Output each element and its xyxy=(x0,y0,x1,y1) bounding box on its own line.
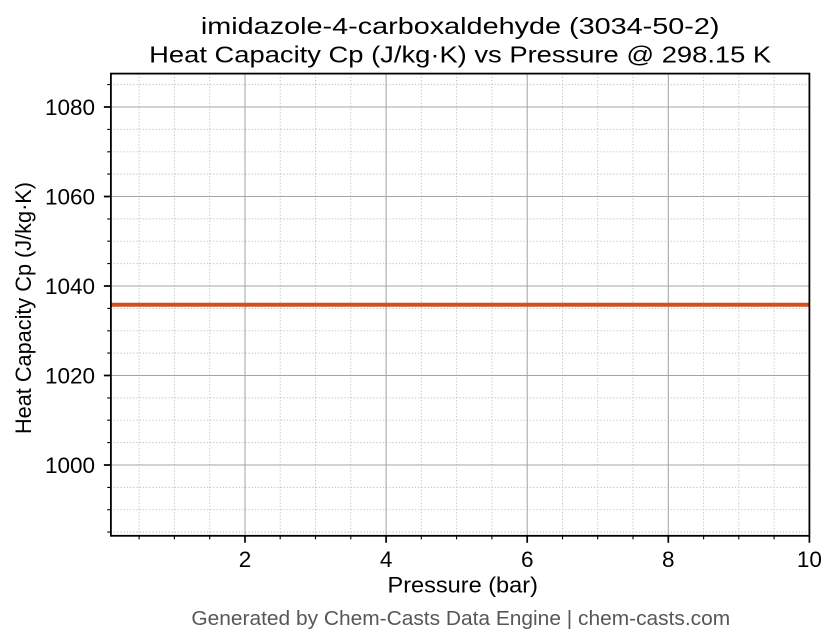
svg-text:1080: 1080 xyxy=(45,95,95,120)
svg-text:6: 6 xyxy=(521,547,534,572)
svg-text:1060: 1060 xyxy=(45,184,95,209)
svg-text:Pressure (bar): Pressure (bar) xyxy=(388,573,538,598)
svg-text:1020: 1020 xyxy=(45,363,95,388)
svg-text:Generated by Chem-Casts Data E: Generated by Chem-Casts Data Engine | ch… xyxy=(191,608,730,630)
svg-text:2: 2 xyxy=(239,547,252,572)
svg-text:1000: 1000 xyxy=(45,453,95,478)
svg-text:8: 8 xyxy=(662,547,675,572)
svg-text:Heat Capacity Cp (J/kg·K): Heat Capacity Cp (J/kg·K) xyxy=(11,182,36,434)
svg-text:Heat Capacity Cp (J/kg·K) vs P: Heat Capacity Cp (J/kg·K) vs Pressure @ … xyxy=(149,41,772,67)
svg-text:1040: 1040 xyxy=(45,274,95,299)
svg-text:10: 10 xyxy=(797,547,822,572)
svg-text:imidazole-4-carboxaldehyde (30: imidazole-4-carboxaldehyde (3034-50-2) xyxy=(201,13,720,39)
svg-text:4: 4 xyxy=(380,547,393,572)
